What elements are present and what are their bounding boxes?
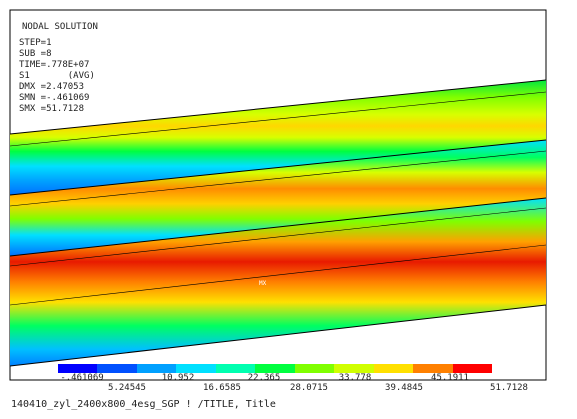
legend-swatch xyxy=(452,364,493,373)
info-time: TIME=.778E+07 xyxy=(19,60,90,70)
element-edge-3 xyxy=(9,139,547,196)
legend-swatch xyxy=(294,364,335,373)
legend-label: 39.4845 xyxy=(385,383,423,393)
legend-swatch xyxy=(215,364,256,373)
element-edge-2 xyxy=(9,91,547,147)
element-edge-8 xyxy=(9,304,547,367)
info-smn: SMN =-.461069 xyxy=(19,93,90,103)
legend-label: 28.0715 xyxy=(290,383,328,393)
legend-label: 45.1911 xyxy=(431,373,469,383)
legend-swatch xyxy=(255,364,296,373)
stress-band-3 xyxy=(10,198,546,366)
legend-label: 22.365 xyxy=(247,373,281,383)
legend-swatch xyxy=(97,364,138,373)
legend-swatch xyxy=(334,364,375,373)
legend-swatch xyxy=(136,364,177,373)
legend-swatch xyxy=(373,364,414,373)
legend-swatch xyxy=(58,364,98,373)
legend-label: 51.7128 xyxy=(490,383,528,393)
info-step: STEP=1 xyxy=(19,38,52,48)
stress-band-2 xyxy=(10,140,546,256)
element-edge-1 xyxy=(9,79,547,135)
legend-label: 16.6585 xyxy=(203,383,241,393)
info-s1: S1 (AVG) xyxy=(19,71,95,81)
contour-legend-bar xyxy=(58,364,493,373)
element-edge-6 xyxy=(9,207,547,267)
info-dmx: DMX =2.47053 xyxy=(19,82,85,92)
legend-label: 10.952 xyxy=(161,373,195,383)
stress-band-1 xyxy=(10,80,546,195)
element-edge-7 xyxy=(9,244,547,306)
legend-label: 33.778 xyxy=(338,373,372,383)
legend-swatch xyxy=(413,364,454,373)
footer-title: 140410_zyl_2400x800_4esg_SGP ! /TITLE, T… xyxy=(11,399,276,410)
legend-label: -.461069 xyxy=(60,373,104,383)
element-edge-4 xyxy=(9,150,547,207)
max-marker: MX xyxy=(259,280,267,287)
info-smx: SMX =51.7128 xyxy=(19,104,85,114)
info-sub: SUB =8 xyxy=(19,49,52,59)
legend-label: 5.24545 xyxy=(108,383,146,393)
element-edge-5 xyxy=(9,197,547,257)
plot-title: NODAL SOLUTION xyxy=(22,22,98,32)
legend-swatch xyxy=(176,364,217,373)
